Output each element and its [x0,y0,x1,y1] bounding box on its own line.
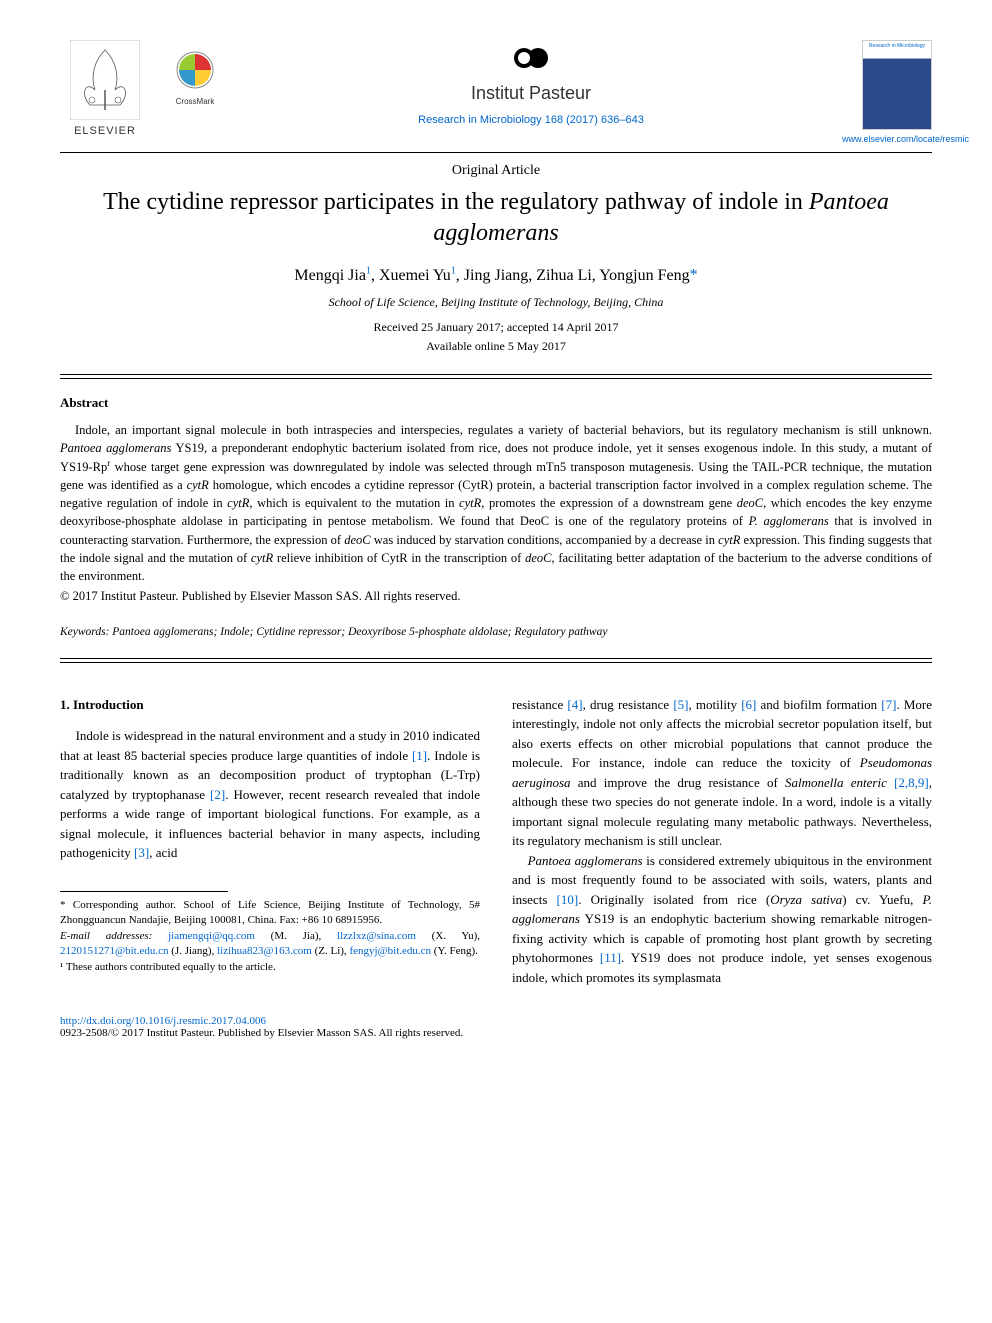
elsevier-tree-icon [70,40,140,120]
affiliation: School of Life Science, Beijing Institut… [60,295,932,310]
ref-4[interactable]: [4] [567,697,582,712]
cover-title: Research in Microbiology [865,43,929,49]
received-accepted: Received 25 January 2017; accepted 14 Ap… [60,320,932,335]
ref-2[interactable]: [2] [210,787,225,802]
elsevier-label: ELSEVIER [60,125,150,137]
abstract-body: Indole, an important signal molecule in … [60,421,932,585]
corresponding-marker: * [690,267,698,284]
article-type: Original Article [60,163,932,179]
intro-heading: 1. Introduction [60,695,480,715]
ref-11[interactable]: [11] [600,950,621,965]
email-1[interactable]: jiamengqi@qq.com [168,930,255,942]
issn-copyright: 0923-2508/© 2017 Institut Pasteur. Publi… [60,1027,932,1039]
footnote-equal: ¹ These authors contributed equally to t… [60,960,480,975]
journal-cover-thumbnail[interactable]: Research in Microbiology [862,40,932,130]
doi-link[interactable]: http://dx.doi.org/10.1016/j.resmic.2017.… [60,1015,266,1027]
keywords-text: Pantoea agglomerans; Indole; Cytidine re… [112,626,607,638]
ref-10[interactable]: [10] [557,892,579,907]
left-column: 1. Introduction Indole is widespread in … [60,695,480,988]
footnotes: * Corresponding author. School of Life S… [60,898,480,975]
email-2[interactable]: llzzlxz@sina.com [337,930,416,942]
abstract-copyright: © 2017 Institut Pasteur. Published by El… [60,589,932,604]
abstract-divider-top [60,374,932,379]
footnote-emails: E-mail addresses: jiamengqi@qq.com (M. J… [60,929,480,960]
pasteur-label: Institut Pasteur [471,83,591,104]
footnote-rule [60,891,228,892]
abstract-divider-bottom [60,658,932,663]
crossmark-label: CrossMark [170,97,220,106]
crossmark-block[interactable]: CrossMark [170,50,220,106]
available-online: Available online 5 May 2017 [60,339,932,354]
pasteur-icon [513,40,549,76]
email-4[interactable]: lizihua823@163.com [217,945,312,957]
intro-para-2: Pantoea agglomerans is considered extrem… [512,851,932,988]
authors-line: Mengqi Jia1, Xuemei Yu1, Jing Jiang, Zih… [60,265,932,284]
page-footer: http://dx.doi.org/10.1016/j.resmic.2017.… [60,1015,932,1039]
journal-cover-block: Research in Microbiology www.elsevier.co… [842,40,932,144]
two-column-body: 1. Introduction Indole is widespread in … [60,695,932,988]
intro-para-1: Indole is widespread in the natural envi… [60,726,480,863]
email-5[interactable]: fengyj@bit.edu.cn [349,945,431,957]
right-column: resistance [4], drug resistance [5], mot… [512,695,932,988]
page-container: ELSEVIER CrossMark In [0,0,992,1079]
ref-7[interactable]: [7] [881,697,896,712]
crossmark-icon [175,50,215,90]
ref-1[interactable]: [1] [412,748,427,763]
ref-289[interactable]: [2,8,9] [894,775,929,790]
intro-para-1-cont: resistance [4], drug resistance [5], mot… [512,695,932,851]
left-header-group: ELSEVIER CrossMark [60,40,220,137]
article-title: The cytidine repressor participates in t… [60,187,932,249]
footnote-corresponding: * Corresponding author. School of Life S… [60,898,480,929]
abstract-heading: Abstract [60,395,932,411]
ref-6[interactable]: [6] [741,697,756,712]
title-text: The cytidine repressor participates in t… [103,189,809,215]
pasteur-logo: Institut Pasteur [471,40,591,104]
keywords-label: Keywords: [60,626,109,638]
email-3[interactable]: 2120151271@bit.edu.cn [60,945,169,957]
ref-5[interactable]: [5] [673,697,688,712]
center-header: Institut Pasteur Research in Microbiolog… [220,40,842,126]
journal-citation-link[interactable]: Research in Microbiology 168 (2017) 636–… [418,114,644,126]
header: ELSEVIER CrossMark In [60,40,932,144]
email-label: E-mail addresses: [60,930,152,942]
journal-citation: Research in Microbiology 168 (2017) 636–… [220,114,842,126]
authors-names: Mengqi Jia1, Xuemei Yu1, Jing Jiang, Zih… [294,267,689,284]
ref-3[interactable]: [3] [134,845,149,860]
locate-link[interactable]: www.elsevier.com/locate/resmic [842,134,932,144]
elsevier-logo-block: ELSEVIER [60,40,150,137]
header-rule [60,152,932,153]
keywords-line: Keywords: Pantoea agglomerans; Indole; C… [60,626,932,638]
